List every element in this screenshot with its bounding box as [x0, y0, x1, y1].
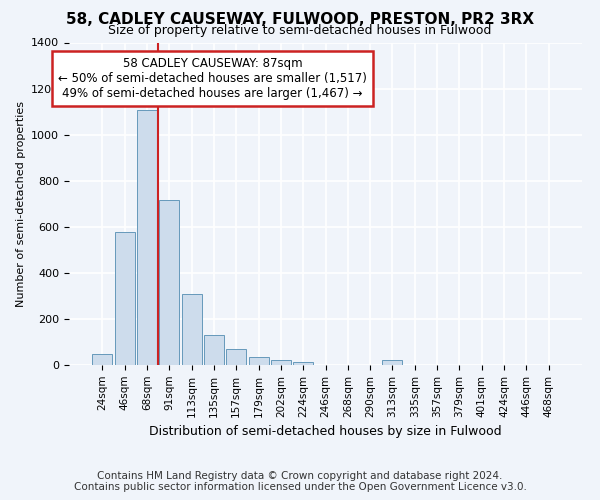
Text: Contains HM Land Registry data © Crown copyright and database right 2024.
Contai: Contains HM Land Registry data © Crown c…	[74, 471, 526, 492]
Bar	[248, 357, 269, 365]
Bar	[293, 362, 313, 365]
Bar	[159, 200, 179, 365]
Bar	[182, 294, 202, 365]
X-axis label: Distribution of semi-detached houses by size in Fulwood: Distribution of semi-detached houses by …	[149, 425, 502, 438]
Bar	[226, 350, 246, 365]
Bar	[204, 334, 224, 365]
Bar	[92, 354, 112, 365]
Y-axis label: Number of semi-detached properties: Number of semi-detached properties	[16, 101, 26, 306]
Text: Size of property relative to semi-detached houses in Fulwood: Size of property relative to semi-detach…	[109, 24, 491, 37]
Bar	[382, 360, 403, 365]
Bar	[271, 360, 291, 365]
Bar	[137, 110, 157, 365]
Text: 58, CADLEY CAUSEWAY, FULWOOD, PRESTON, PR2 3RX: 58, CADLEY CAUSEWAY, FULWOOD, PRESTON, P…	[66, 12, 534, 28]
Text: 58 CADLEY CAUSEWAY: 87sqm
← 50% of semi-detached houses are smaller (1,517)
49% : 58 CADLEY CAUSEWAY: 87sqm ← 50% of semi-…	[58, 57, 367, 100]
Bar	[115, 232, 135, 365]
